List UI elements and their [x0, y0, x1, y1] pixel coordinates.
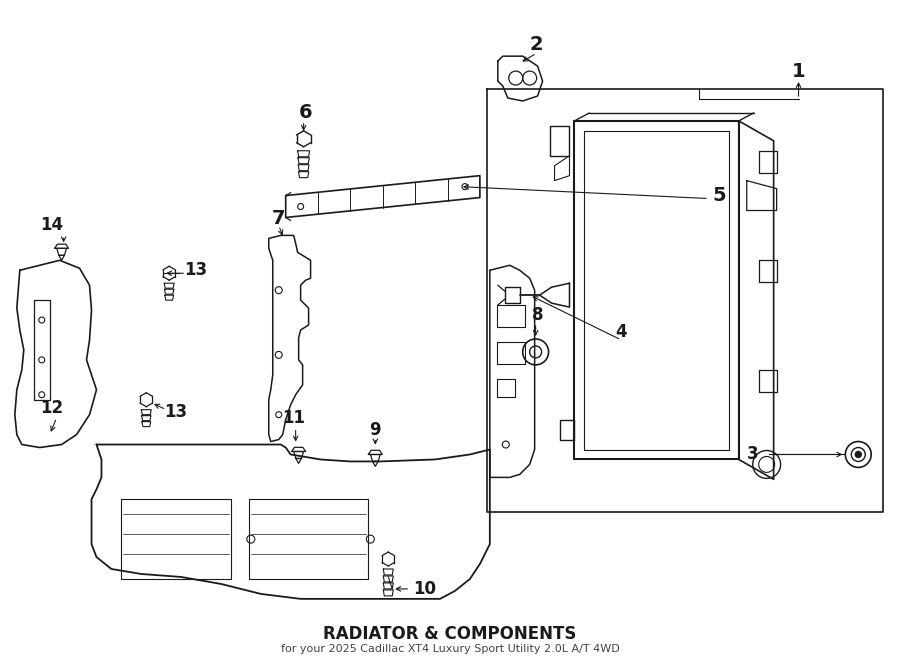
Text: for your 2025 Cadillac XT4 Luxury Sport Utility 2.0L A/T 4WD: for your 2025 Cadillac XT4 Luxury Sport …	[281, 643, 619, 653]
Text: 7: 7	[272, 209, 285, 228]
Text: RADIATOR & COMPONENTS: RADIATOR & COMPONENTS	[323, 625, 577, 643]
Text: 11: 11	[283, 408, 305, 426]
Text: 1: 1	[792, 62, 806, 81]
Text: 5: 5	[712, 186, 725, 205]
Text: 8: 8	[532, 306, 544, 324]
Text: 13: 13	[165, 402, 188, 420]
Text: 12: 12	[40, 399, 63, 416]
Text: 9: 9	[370, 420, 381, 439]
Circle shape	[855, 451, 861, 457]
Text: 2: 2	[530, 34, 544, 54]
Text: 14: 14	[40, 216, 63, 234]
Text: 13: 13	[184, 261, 208, 279]
Text: 4: 4	[616, 323, 627, 341]
Text: 3: 3	[747, 446, 759, 463]
Text: 6: 6	[299, 103, 312, 122]
Text: 10: 10	[414, 580, 436, 598]
